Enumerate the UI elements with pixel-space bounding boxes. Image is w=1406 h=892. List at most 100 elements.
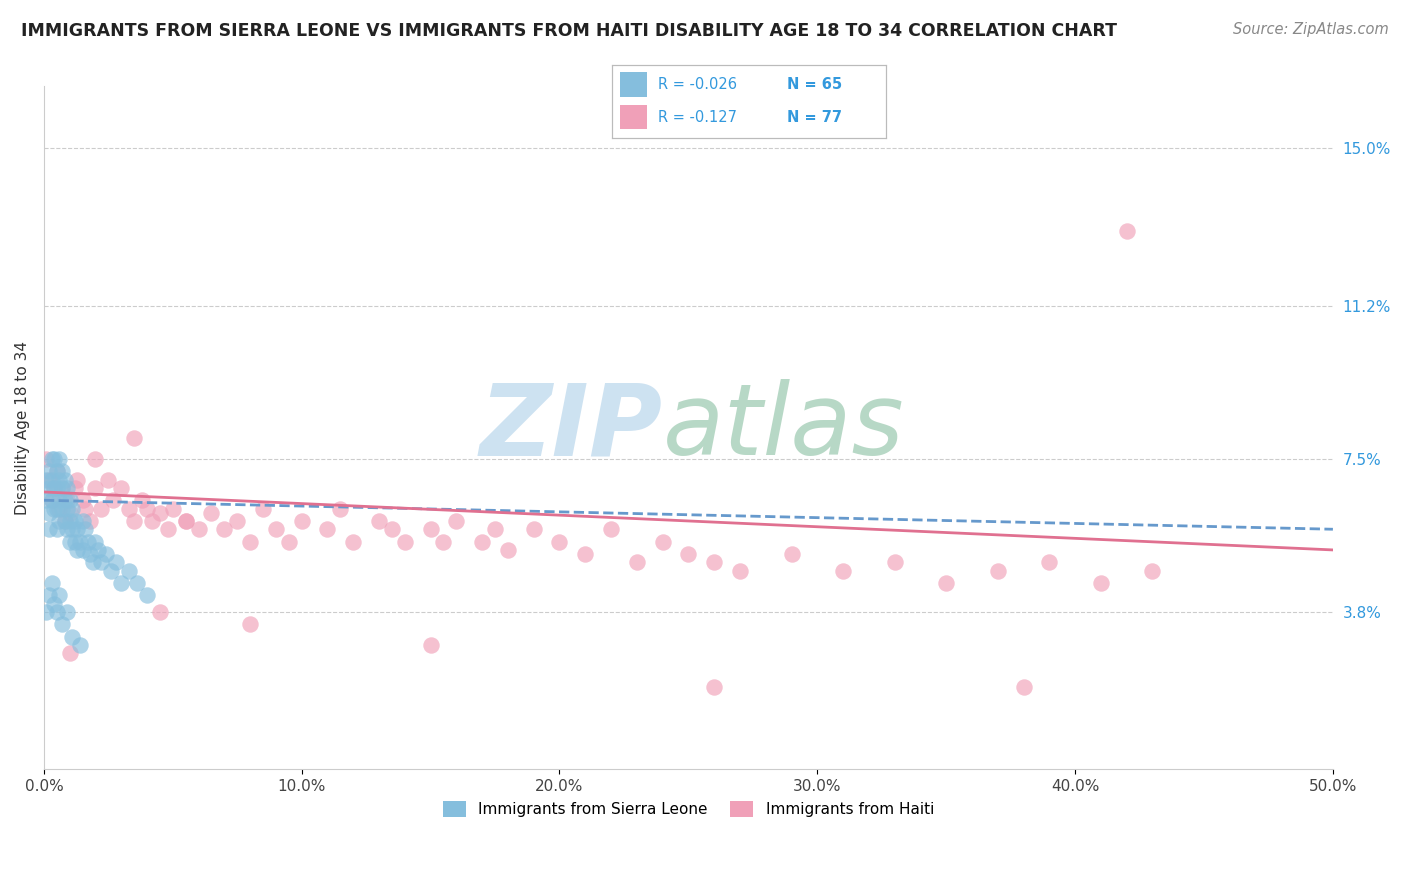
Point xyxy=(45,464,67,478)
Point xyxy=(35,473,58,487)
Point xyxy=(79,547,101,561)
Point xyxy=(60,630,83,644)
Point xyxy=(651,534,673,549)
Point xyxy=(72,543,94,558)
Point xyxy=(162,501,184,516)
Point xyxy=(79,514,101,528)
Point xyxy=(41,493,63,508)
Point xyxy=(60,501,83,516)
Point xyxy=(51,464,73,478)
Point xyxy=(122,431,145,445)
Point xyxy=(84,534,107,549)
Point xyxy=(38,473,60,487)
Point xyxy=(1090,576,1112,591)
Point xyxy=(72,493,94,508)
Point xyxy=(239,534,262,549)
Point xyxy=(84,481,107,495)
Point xyxy=(97,473,120,487)
Point xyxy=(110,576,132,591)
Point xyxy=(1142,564,1164,578)
Point xyxy=(678,547,700,561)
Point xyxy=(35,451,58,466)
Point xyxy=(1012,680,1035,694)
Point xyxy=(394,534,416,549)
Point xyxy=(136,589,159,603)
Point xyxy=(94,547,117,561)
Text: R = -0.026: R = -0.026 xyxy=(658,78,737,93)
Point xyxy=(44,597,66,611)
Point xyxy=(156,522,179,536)
Point xyxy=(72,514,94,528)
Point xyxy=(63,514,86,528)
Point xyxy=(987,564,1010,578)
Point xyxy=(45,522,67,536)
Point xyxy=(149,506,172,520)
Point xyxy=(600,522,623,536)
Text: atlas: atlas xyxy=(662,379,904,476)
Point xyxy=(703,555,725,569)
Point xyxy=(471,534,494,549)
Point xyxy=(44,501,66,516)
Point xyxy=(118,564,141,578)
Point xyxy=(41,493,63,508)
Point xyxy=(60,522,83,536)
Y-axis label: Disability Age 18 to 34: Disability Age 18 to 34 xyxy=(15,341,30,515)
Point xyxy=(82,555,104,569)
Point xyxy=(548,534,571,549)
Point xyxy=(66,543,89,558)
Text: R = -0.127: R = -0.127 xyxy=(658,110,737,125)
Point xyxy=(277,534,299,549)
Point xyxy=(38,464,60,478)
Point xyxy=(1115,224,1137,238)
Point xyxy=(103,493,125,508)
Point xyxy=(291,514,314,528)
Point xyxy=(141,514,163,528)
Bar xyxy=(620,72,647,97)
Point xyxy=(368,514,391,528)
Text: ZIP: ZIP xyxy=(479,379,662,476)
Point xyxy=(41,576,63,591)
Point xyxy=(45,605,67,619)
Point xyxy=(446,514,468,528)
Point xyxy=(59,534,82,549)
Point xyxy=(66,522,89,536)
Point xyxy=(53,493,76,508)
Legend: Immigrants from Sierra Leone, Immigrants from Haiti: Immigrants from Sierra Leone, Immigrants… xyxy=(437,795,941,823)
Point xyxy=(703,680,725,694)
Point xyxy=(44,481,66,495)
Point xyxy=(38,506,60,520)
Point xyxy=(69,638,91,652)
Point xyxy=(419,522,441,536)
Point xyxy=(728,564,751,578)
Point xyxy=(832,564,855,578)
Point xyxy=(84,451,107,466)
Point xyxy=(264,522,287,536)
Point xyxy=(45,464,67,478)
Point xyxy=(59,514,82,528)
Point xyxy=(239,617,262,632)
Point xyxy=(122,514,145,528)
Point xyxy=(48,501,70,516)
Point xyxy=(51,617,73,632)
Point xyxy=(63,481,86,495)
Point xyxy=(56,493,79,508)
Point xyxy=(105,555,128,569)
Point xyxy=(419,638,441,652)
Point xyxy=(90,555,112,569)
Point xyxy=(883,555,905,569)
Point xyxy=(35,493,58,508)
Point xyxy=(48,473,70,487)
Point xyxy=(44,451,66,466)
Point xyxy=(75,501,97,516)
Point xyxy=(66,473,89,487)
Point xyxy=(329,501,352,516)
Point xyxy=(226,514,249,528)
Point xyxy=(200,506,222,520)
Point xyxy=(44,481,66,495)
Point xyxy=(187,522,209,536)
Point xyxy=(63,534,86,549)
Point xyxy=(48,451,70,466)
Point xyxy=(484,522,506,536)
Point xyxy=(38,589,60,603)
Point xyxy=(496,543,519,558)
